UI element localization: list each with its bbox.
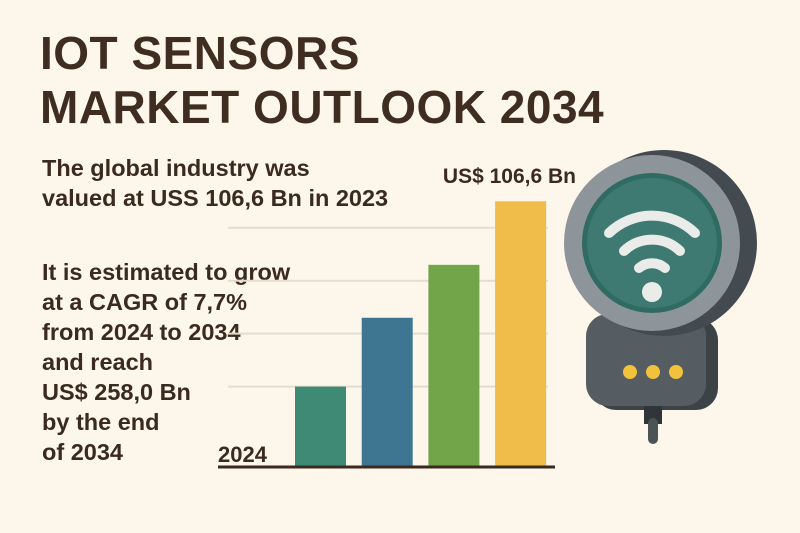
page-title-line1: IOT SENSORS: [40, 27, 360, 79]
device-body: [586, 314, 706, 406]
forecast-line: at a CAGR of 7,7%: [42, 289, 248, 315]
forecast-line: of 2034: [42, 439, 123, 465]
forecast-line: from 2024 to 2034: [42, 319, 241, 345]
intro-text: The global industry was valued at USS 10…: [42, 153, 388, 213]
bar-3: [428, 264, 480, 466]
status-led: [623, 365, 637, 379]
forecast-line: by the end: [42, 409, 160, 435]
iot-sensor-icon: [564, 150, 757, 444]
cable: [648, 418, 658, 444]
wifi-dot: [642, 282, 662, 302]
status-led: [669, 365, 683, 379]
page-title-line2: MARKET OUTLOOK 2034: [40, 81, 605, 133]
intro-line: The global industry was: [42, 155, 310, 181]
top-value-annotation: US$ 106,6 Bn: [443, 165, 576, 188]
bar-2: [361, 317, 413, 466]
cable-connector: [644, 406, 662, 424]
forecast-text: It is estimated to grow at a CAGR of 7,7…: [42, 257, 290, 467]
forecast-line: US$ 258,0 Bn: [42, 379, 191, 405]
wifi-icon: [604, 210, 700, 273]
bar-1: [295, 386, 346, 466]
start-year-label: 2024: [218, 442, 268, 467]
status-led: [646, 365, 660, 379]
intro-line: valued at USS 106,6 Bn in 2023: [42, 185, 389, 211]
forecast-line: and reach: [42, 349, 154, 375]
bar-4: [495, 201, 547, 466]
